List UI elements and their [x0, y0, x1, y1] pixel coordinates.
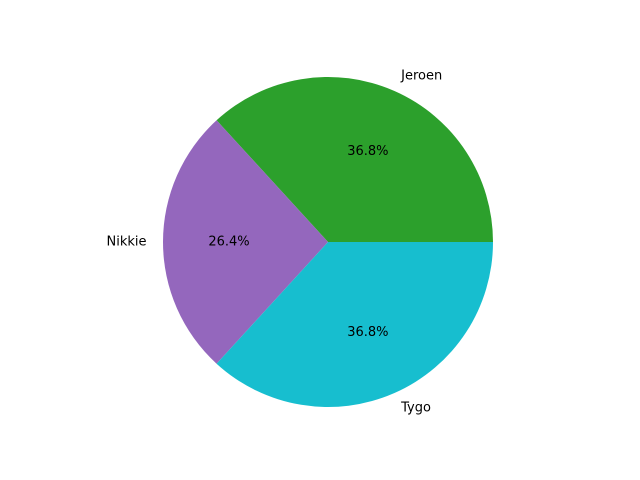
pie-slices	[163, 76, 494, 407]
pie-slice-jeroen	[216, 76, 494, 242]
pie-slice-tygo	[216, 242, 494, 407]
pie-labels: Jeroen 36.8% Nikkie 26.4% Tygo 36.8%	[106, 68, 442, 415]
category-label-tygo: Tygo	[400, 401, 431, 416]
pie-slice-nikkie	[163, 120, 328, 364]
category-label-jeroen: Jeroen	[400, 68, 442, 83]
percent-label-tygo: 36.8%	[347, 325, 388, 340]
category-label-nikkie: Nikkie	[106, 235, 146, 250]
percent-label-nikkie: 26.4%	[208, 235, 249, 250]
percent-label-jeroen: 36.8%	[347, 144, 388, 159]
